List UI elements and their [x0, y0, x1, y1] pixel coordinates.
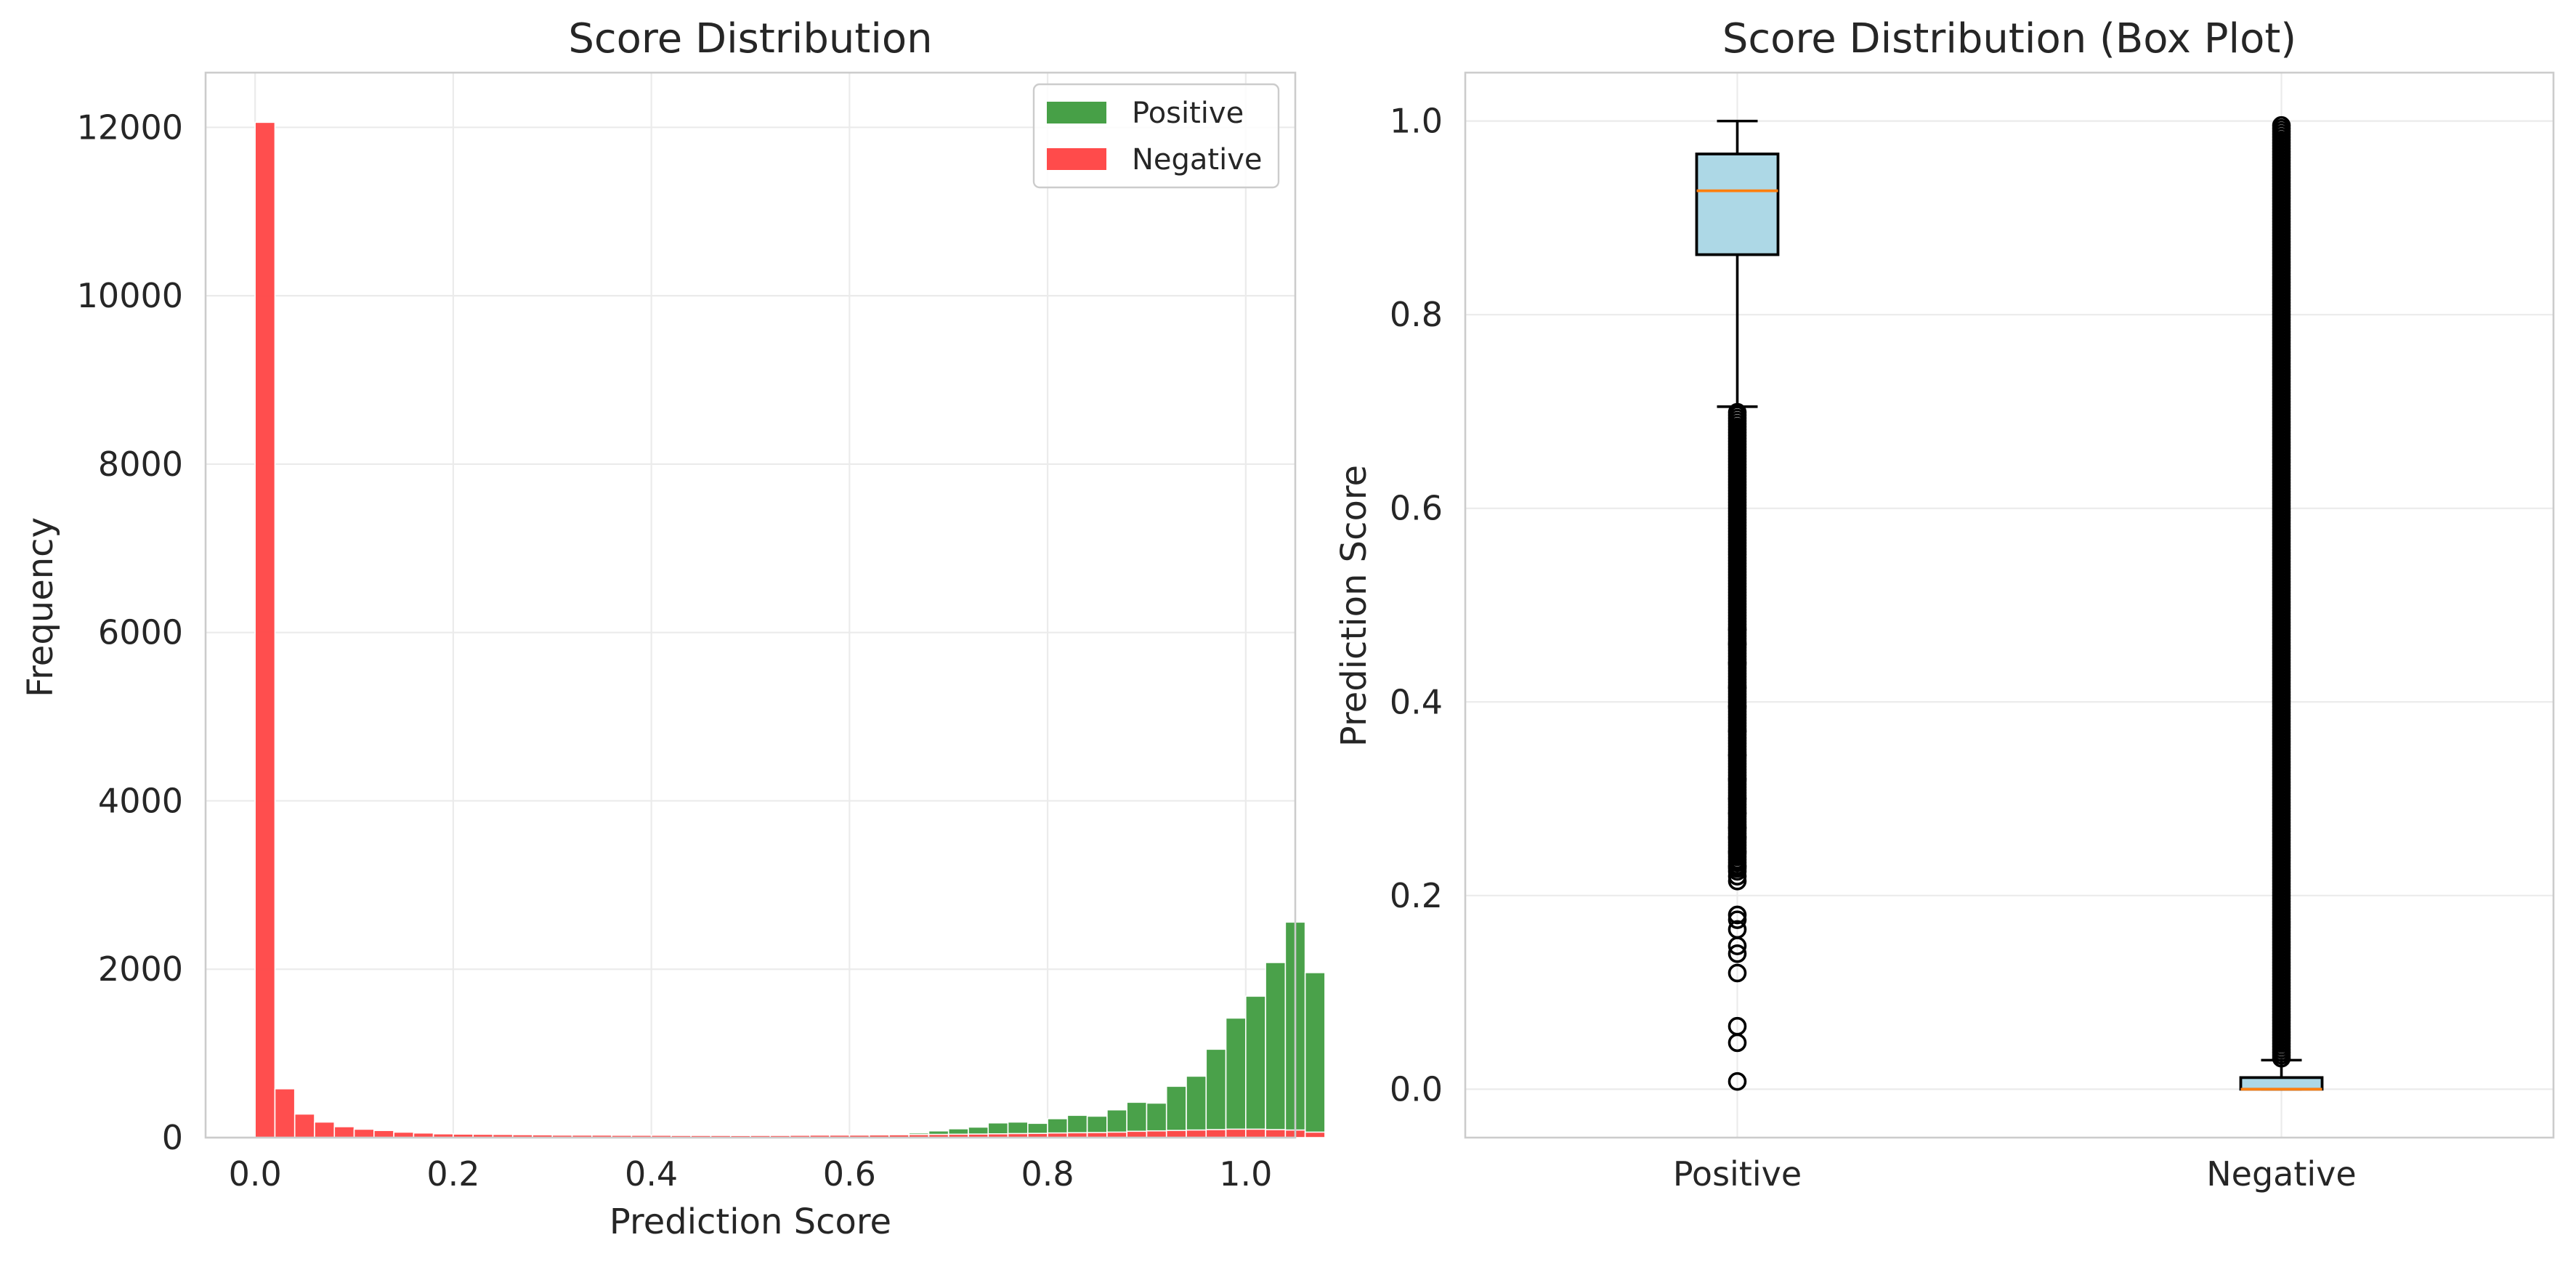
boxplot-x-tick-label: Negative — [2206, 1154, 2356, 1194]
histogram-y-tick-labels: 0 2000 4000 6000 8000 10000 12000 — [77, 108, 183, 1157]
outlier-point — [1728, 963, 1747, 983]
negative-bar — [1245, 1128, 1266, 1138]
histogram-x-tick-label: 0.6 — [823, 1154, 876, 1194]
boxplot-y-axis-label: Prediction Score — [1334, 465, 1374, 747]
outlier-point — [1728, 867, 1747, 886]
histogram-frame — [204, 71, 1297, 1139]
histogram-x-tick-label: 0.0 — [229, 1154, 282, 1194]
histogram-x-tick-label: 0.8 — [1021, 1154, 1074, 1194]
outlier-point — [1728, 910, 1747, 929]
outlier-point — [1728, 678, 1747, 697]
boxplot-x-tick-label: Positive — [1673, 1154, 1802, 1194]
histogram-y-axis-label: Frequency — [20, 517, 61, 697]
outlier-point — [1728, 654, 1747, 673]
iqr-box — [1695, 153, 1780, 256]
outlier-point — [1728, 1016, 1747, 1036]
legend-swatch-positive — [1047, 102, 1106, 123]
outlier-point — [1728, 905, 1747, 925]
boxplot-y-tick-label: 0.2 — [1390, 876, 1443, 915]
outlier-point — [1728, 803, 1747, 823]
positive-bar — [1265, 962, 1287, 1138]
positive-bar — [1304, 972, 1326, 1138]
histogram-x-tick-labels: 0.0 0.2 0.4 0.6 0.8 1.0 — [229, 1154, 1273, 1194]
positive-bar — [1225, 1017, 1247, 1138]
negative-bar — [314, 1121, 336, 1138]
histogram-y-tick-label: 10000 — [77, 276, 183, 315]
negative-bar — [1186, 1129, 1207, 1138]
positive-bar — [1205, 1048, 1227, 1138]
outlier-point — [1728, 857, 1747, 876]
negative-bar — [333, 1126, 355, 1138]
outlier-point — [1728, 872, 1747, 891]
boxplot-frame — [1464, 71, 2555, 1139]
histogram-y-tick-label: 2000 — [98, 949, 183, 989]
negative-bar — [254, 121, 276, 1138]
outlier-point — [1728, 789, 1747, 809]
legend-swatch-negative — [1047, 148, 1106, 170]
histogram-y-tick-label: 6000 — [98, 613, 183, 652]
negative-bar — [373, 1130, 394, 1138]
boxplot-y-tick-label: 0.6 — [1390, 489, 1443, 528]
histogram-x-tick-label: 0.2 — [426, 1154, 479, 1194]
negative-bar — [353, 1128, 375, 1138]
iqr-box — [2239, 1076, 2324, 1091]
outlier-point — [1728, 818, 1747, 838]
outlier-point — [1728, 1071, 1747, 1091]
histogram-x-tick-label: 0.4 — [625, 1154, 678, 1194]
negative-bar — [1205, 1129, 1227, 1138]
boxplot-y-tick-label: 1.0 — [1390, 102, 1443, 141]
negative-bar — [1304, 1131, 1326, 1138]
histogram-y-tick-label: 4000 — [98, 781, 183, 820]
histogram-panel: 0.0 0.2 0.4 0.6 0.8 1.0 0 2000 4000 6000 8000 1000… — [20, 15, 1326, 1242]
histogram-title: Score Distribution — [568, 15, 932, 62]
outlier-point — [2272, 116, 2291, 135]
outlier-point — [1728, 745, 1747, 765]
outlier-point — [1728, 944, 1747, 963]
negative-bars — [254, 121, 1326, 1138]
box-positive — [1695, 119, 1780, 1091]
outlier-point — [1728, 620, 1747, 639]
negative-bar — [293, 1113, 315, 1138]
positive-bar — [1245, 995, 1266, 1138]
outlier-point — [1728, 770, 1747, 789]
histogram-grid — [206, 73, 1295, 1139]
histogram-plot-background — [206, 73, 1295, 1138]
histogram-y-tick-label: 8000 — [98, 445, 183, 484]
boxplot-y-tick-labels: 0.0 0.2 0.4 0.6 0.8 1.0 — [1390, 102, 1443, 1109]
outlier-point — [1728, 920, 1747, 939]
boxplot-y-tick-label: 0.0 — [1390, 1069, 1443, 1109]
boxplot-plot-background — [1465, 73, 2553, 1138]
negative-bar — [1225, 1128, 1247, 1138]
outlier-point — [1728, 843, 1747, 862]
boxplot-y-tick-label: 0.8 — [1390, 295, 1443, 334]
boxplot-y-tick-label: 0.4 — [1390, 682, 1443, 721]
box-negative — [2239, 116, 2324, 1091]
histogram-x-axis-label: Prediction Score — [609, 1202, 891, 1242]
boxplot-panel: Positive Negative 0.0 0.2 0.4 0.6 0.8 1.0 Scor… — [1334, 15, 2555, 1194]
negative-bar — [1146, 1130, 1167, 1138]
negative-bar — [1126, 1130, 1148, 1138]
legend-label-positive: Positive — [1132, 97, 1244, 130]
histogram-legend: Positive Negative — [1032, 83, 1280, 189]
histogram-y-tick-label: 12000 — [77, 108, 183, 147]
outlier-point — [1728, 721, 1747, 741]
boxplot-title: Score Distribution (Box Plot) — [1722, 15, 2296, 62]
histogram-x-tick-label: 1.0 — [1219, 1154, 1272, 1194]
outlier-point — [1728, 828, 1747, 847]
positive-bar — [1186, 1075, 1207, 1138]
histogram-y-tick-label: 0 — [162, 1118, 183, 1157]
negative-bar — [274, 1087, 296, 1138]
negative-bar — [1265, 1129, 1287, 1138]
outlier-point — [1728, 634, 1747, 654]
legend-label-negative: Negative — [1132, 143, 1263, 177]
boxplot-marks — [1695, 116, 2324, 1091]
outlier-point — [1728, 697, 1747, 716]
boxplot-x-tick-labels: Positive Negative — [1673, 1154, 2357, 1194]
negative-bar — [1165, 1130, 1187, 1138]
